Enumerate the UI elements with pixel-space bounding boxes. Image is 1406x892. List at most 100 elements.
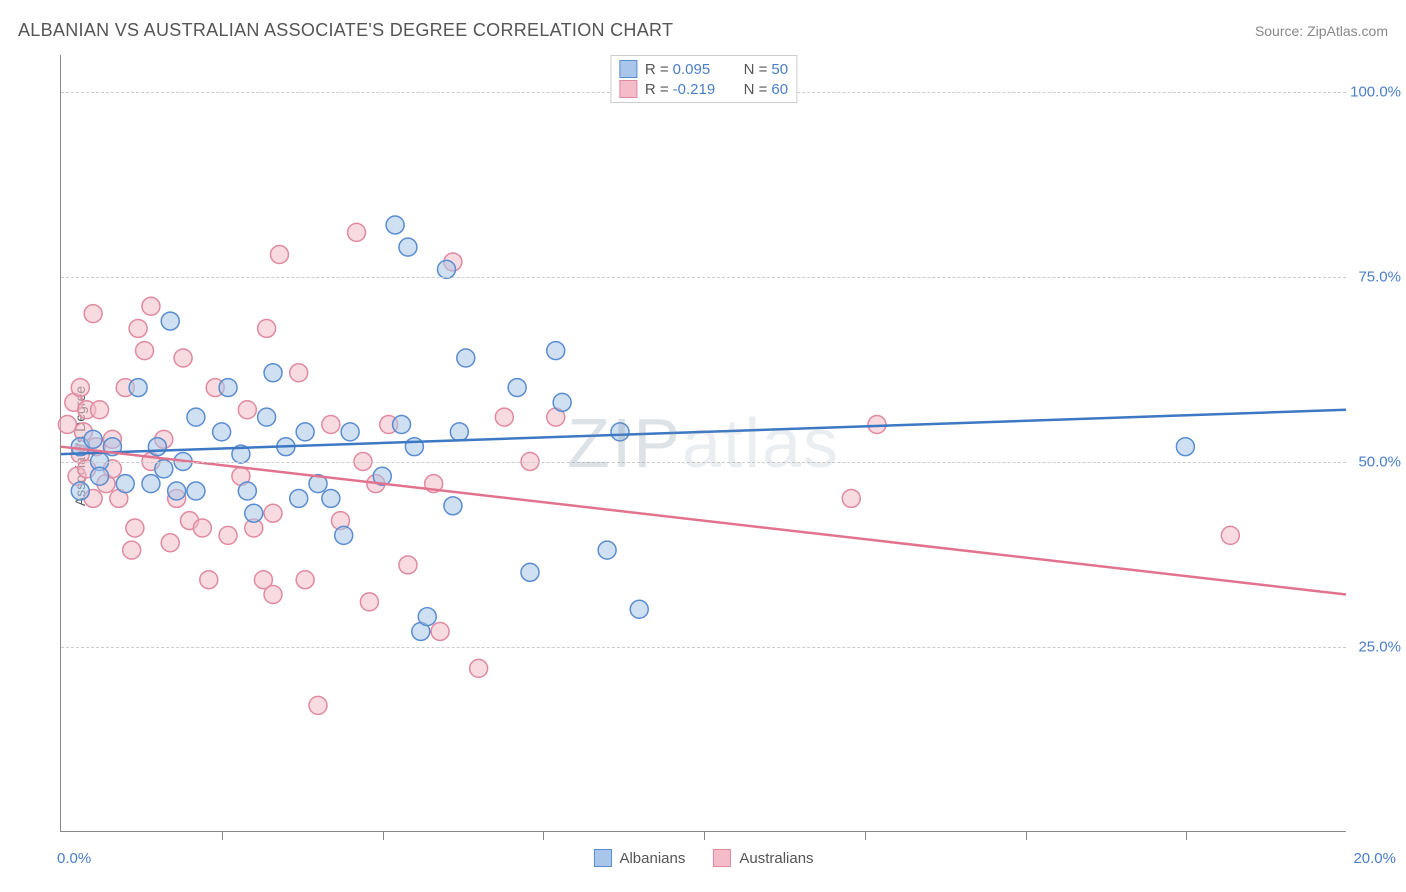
scatter-point bbox=[598, 541, 616, 559]
scatter-point bbox=[399, 238, 417, 256]
n-value: 50 bbox=[771, 61, 788, 78]
scatter-point bbox=[200, 571, 218, 589]
scatter-point bbox=[547, 342, 565, 360]
scatter-point bbox=[238, 401, 256, 419]
scatter-point bbox=[142, 297, 160, 315]
legend-series-item: Australians bbox=[713, 849, 813, 867]
scatter-point bbox=[264, 586, 282, 604]
gridline bbox=[61, 647, 1346, 648]
legend-series-item: Albanians bbox=[593, 849, 685, 867]
scatter-point bbox=[187, 482, 205, 500]
n-value: 60 bbox=[771, 81, 788, 98]
chart-source: Source: ZipAtlas.com bbox=[1255, 23, 1388, 39]
scatter-point bbox=[309, 696, 327, 714]
x-tick bbox=[1026, 831, 1027, 840]
legend-series-label: Australians bbox=[739, 850, 813, 867]
scatter-point bbox=[129, 379, 147, 397]
legend-series-label: Albanians bbox=[619, 850, 685, 867]
y-tick-label: 75.0% bbox=[1358, 269, 1401, 286]
r-value: -0.219 bbox=[673, 81, 728, 98]
scatter-point bbox=[258, 408, 276, 426]
scatter-point bbox=[174, 349, 192, 367]
scatter-point bbox=[450, 423, 468, 441]
x-tick bbox=[1186, 831, 1187, 840]
scatter-point bbox=[348, 223, 366, 241]
r-value: 0.095 bbox=[673, 61, 728, 78]
scatter-point bbox=[386, 216, 404, 234]
scatter-point bbox=[444, 497, 462, 515]
y-tick-label: 25.0% bbox=[1358, 639, 1401, 656]
scatter-point bbox=[290, 489, 308, 507]
gridline bbox=[61, 277, 1346, 278]
scatter-point bbox=[168, 482, 186, 500]
x-axis-min-label: 0.0% bbox=[57, 850, 91, 867]
x-tick bbox=[704, 831, 705, 840]
n-label: N = bbox=[744, 81, 768, 98]
scatter-point bbox=[611, 423, 629, 441]
scatter-point bbox=[508, 379, 526, 397]
x-tick bbox=[222, 831, 223, 840]
scatter-point bbox=[470, 659, 488, 677]
x-tick bbox=[383, 831, 384, 840]
scatter-point bbox=[136, 342, 154, 360]
scatter-point bbox=[84, 430, 102, 448]
scatter-point bbox=[142, 475, 160, 493]
chart-title: ALBANIAN VS AUSTRALIAN ASSOCIATE'S DEGRE… bbox=[18, 20, 673, 41]
legend-swatch bbox=[713, 849, 731, 867]
r-label: R = bbox=[645, 81, 669, 98]
scatter-point bbox=[71, 379, 89, 397]
scatter-point bbox=[431, 622, 449, 640]
scatter-point bbox=[842, 489, 860, 507]
chart-svg bbox=[61, 55, 1346, 831]
x-axis-max-label: 20.0% bbox=[1353, 850, 1396, 867]
scatter-point bbox=[495, 408, 513, 426]
scatter-point bbox=[58, 416, 76, 434]
scatter-point bbox=[264, 364, 282, 382]
n-label: N = bbox=[744, 61, 768, 78]
legend-correlation: R =0.095 N =50 R =-0.219 N =60 bbox=[610, 55, 797, 103]
scatter-point bbox=[296, 423, 314, 441]
scatter-point bbox=[264, 504, 282, 522]
scatter-point bbox=[193, 519, 211, 537]
scatter-point bbox=[418, 608, 436, 626]
scatter-point bbox=[91, 467, 109, 485]
scatter-point bbox=[123, 541, 141, 559]
scatter-point bbox=[521, 563, 539, 581]
scatter-point bbox=[219, 526, 237, 544]
scatter-point bbox=[84, 305, 102, 323]
legend-correlation-row: R =-0.219 N =60 bbox=[619, 79, 788, 99]
y-tick-label: 100.0% bbox=[1350, 84, 1401, 101]
scatter-point bbox=[161, 534, 179, 552]
scatter-point bbox=[126, 519, 144, 537]
scatter-point bbox=[335, 526, 353, 544]
chart-header: ALBANIAN VS AUSTRALIAN ASSOCIATE'S DEGRE… bbox=[18, 20, 1388, 41]
x-tick bbox=[543, 831, 544, 840]
scatter-point bbox=[553, 393, 571, 411]
x-tick bbox=[865, 831, 866, 840]
scatter-point bbox=[238, 482, 256, 500]
y-tick-label: 50.0% bbox=[1358, 454, 1401, 471]
scatter-point bbox=[630, 600, 648, 618]
scatter-point bbox=[360, 593, 378, 611]
scatter-point bbox=[322, 416, 340, 434]
scatter-point bbox=[290, 364, 308, 382]
scatter-point bbox=[405, 438, 423, 456]
scatter-point bbox=[270, 246, 288, 264]
scatter-point bbox=[438, 260, 456, 278]
scatter-point bbox=[341, 423, 359, 441]
scatter-point bbox=[116, 475, 134, 493]
scatter-point bbox=[91, 401, 109, 419]
scatter-point bbox=[187, 408, 205, 426]
scatter-point bbox=[245, 504, 263, 522]
legend-swatch bbox=[593, 849, 611, 867]
scatter-point bbox=[71, 482, 89, 500]
legend-series: Albanians Australians bbox=[593, 849, 813, 867]
plot-area: ZIPatlas R =0.095N =50R =-0.219N =60 0.0… bbox=[60, 55, 1346, 832]
scatter-point bbox=[213, 423, 231, 441]
r-label: R = bbox=[645, 61, 669, 78]
legend-swatch bbox=[619, 80, 637, 98]
scatter-point bbox=[399, 556, 417, 574]
scatter-point bbox=[296, 571, 314, 589]
gridline bbox=[61, 462, 1346, 463]
legend-swatch bbox=[619, 60, 637, 78]
